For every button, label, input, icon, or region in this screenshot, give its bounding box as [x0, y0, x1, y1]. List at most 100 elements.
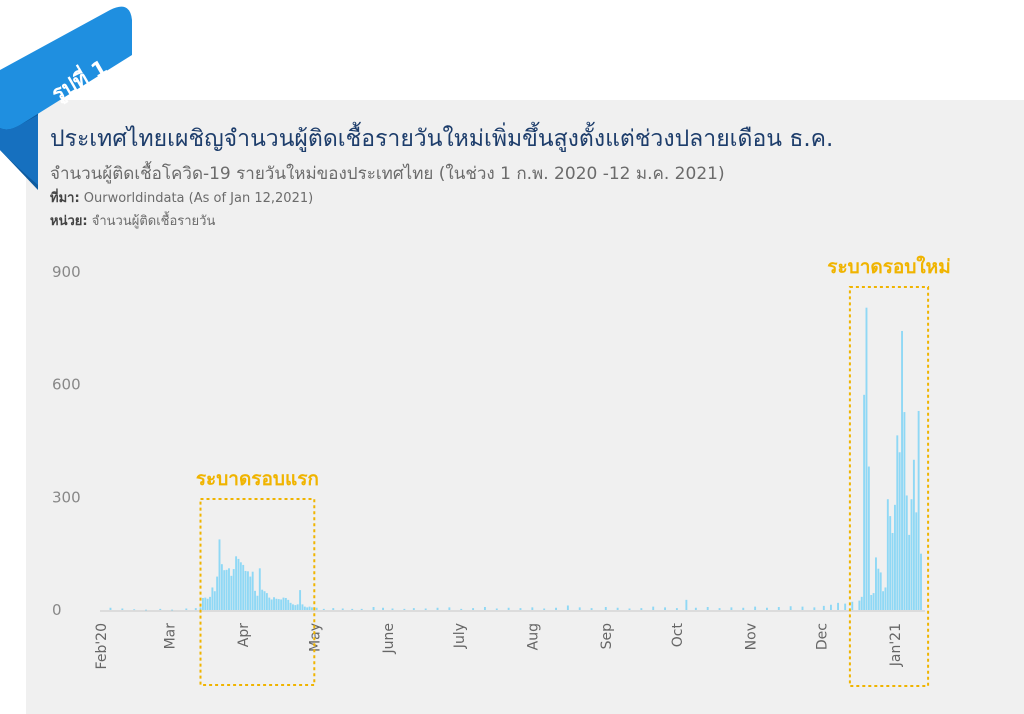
- bar: [860, 596, 863, 610]
- bar: [870, 594, 873, 610]
- bar: [472, 608, 475, 610]
- bar: [882, 591, 885, 610]
- y-tick-label: 900: [52, 263, 81, 281]
- bar: [294, 605, 297, 610]
- x-tick-label: Oct: [670, 623, 686, 648]
- chart-title: ประเทศไทยเผชิญจำนวนผู้ติดเชื้อรายวันใหม่…: [50, 126, 834, 152]
- bar: [555, 607, 557, 610]
- bar: [877, 568, 880, 610]
- bar: [303, 606, 306, 610]
- bar: [209, 596, 211, 610]
- bar: [133, 609, 136, 611]
- bar: [332, 608, 335, 610]
- bar: [223, 570, 226, 610]
- x-tick-label: June: [381, 623, 397, 655]
- bar: [185, 608, 188, 610]
- bar: [391, 608, 394, 610]
- bar: [851, 601, 854, 610]
- bar: [875, 557, 877, 610]
- bar: [301, 604, 304, 610]
- bar: [249, 576, 252, 610]
- highlight-box: [848, 286, 930, 687]
- bar: [341, 608, 344, 610]
- bar: [382, 607, 384, 610]
- unit-label: หน่วย:: [50, 214, 88, 229]
- x-tick-label: Mar: [163, 623, 179, 650]
- bar: [171, 609, 174, 611]
- bar: [718, 608, 721, 610]
- bar: [706, 607, 709, 610]
- highlight-box: [199, 498, 316, 686]
- bar: [109, 607, 112, 610]
- bar: [543, 608, 546, 610]
- figure-badge-ribbon: รูปที่ 1: [0, 6, 132, 190]
- bar: [754, 606, 757, 610]
- bar: [206, 598, 209, 610]
- bar: [844, 603, 847, 610]
- bar: [310, 607, 313, 610]
- bar: [424, 608, 427, 610]
- bar: [578, 607, 581, 610]
- bar: [360, 608, 363, 610]
- bar: [275, 598, 278, 610]
- bar: [412, 608, 415, 610]
- bar: [896, 435, 899, 610]
- bar: [879, 572, 882, 610]
- bar: [265, 593, 268, 610]
- x-tick-label: July: [452, 623, 468, 649]
- bar: [766, 607, 768, 610]
- bar: [306, 607, 309, 610]
- source-text: Ourworldindata (As of Jan 12,2021): [79, 191, 314, 206]
- bar: [296, 604, 299, 610]
- bar: [872, 593, 875, 610]
- bar: [194, 608, 197, 610]
- bar: [258, 568, 261, 610]
- bar: [218, 539, 221, 610]
- bar: [898, 452, 901, 610]
- bar: [893, 504, 896, 610]
- bar: [254, 590, 256, 610]
- bar: [273, 597, 275, 610]
- bar: [566, 605, 569, 610]
- bar: [891, 533, 894, 610]
- y-tick-label: 0: [52, 601, 62, 619]
- annotation-label: ระบาดรอบแรก: [196, 468, 319, 490]
- bar: [232, 569, 235, 610]
- bar: [590, 608, 593, 610]
- x-tick-label: Nov: [743, 623, 759, 650]
- x-tick-label: Dec: [814, 623, 830, 650]
- bar: [220, 564, 223, 610]
- bar: [282, 597, 285, 610]
- bar: [225, 569, 228, 610]
- bar: [685, 599, 688, 610]
- bar: [121, 608, 124, 610]
- bar: [299, 590, 302, 610]
- bar: [884, 587, 887, 610]
- bar: [216, 576, 219, 610]
- bar: [789, 606, 792, 610]
- bar: [905, 495, 908, 610]
- bar: [483, 607, 486, 610]
- bar: [531, 607, 534, 610]
- bar: [237, 558, 240, 610]
- bar: [322, 608, 325, 610]
- annotation-label: ระบาดรอบใหม่: [827, 255, 950, 278]
- bar: [239, 562, 242, 610]
- bar: [628, 608, 631, 610]
- bar: [886, 499, 889, 610]
- bar: [315, 607, 318, 610]
- bar: [920, 553, 922, 610]
- bar: [901, 330, 903, 610]
- bar: [616, 607, 619, 610]
- y-tick-label: 300: [52, 488, 81, 506]
- bar: [351, 608, 354, 610]
- bar: [908, 534, 911, 610]
- bar: [448, 607, 451, 610]
- bar: [742, 607, 745, 610]
- bar: [308, 606, 311, 610]
- unit-line: หน่วย: จำนวนผู้ติดเชื้อรายวัน: [50, 210, 215, 231]
- bar: [270, 599, 273, 610]
- bar: [235, 556, 238, 610]
- x-tick-label: Jan'21: [888, 623, 904, 667]
